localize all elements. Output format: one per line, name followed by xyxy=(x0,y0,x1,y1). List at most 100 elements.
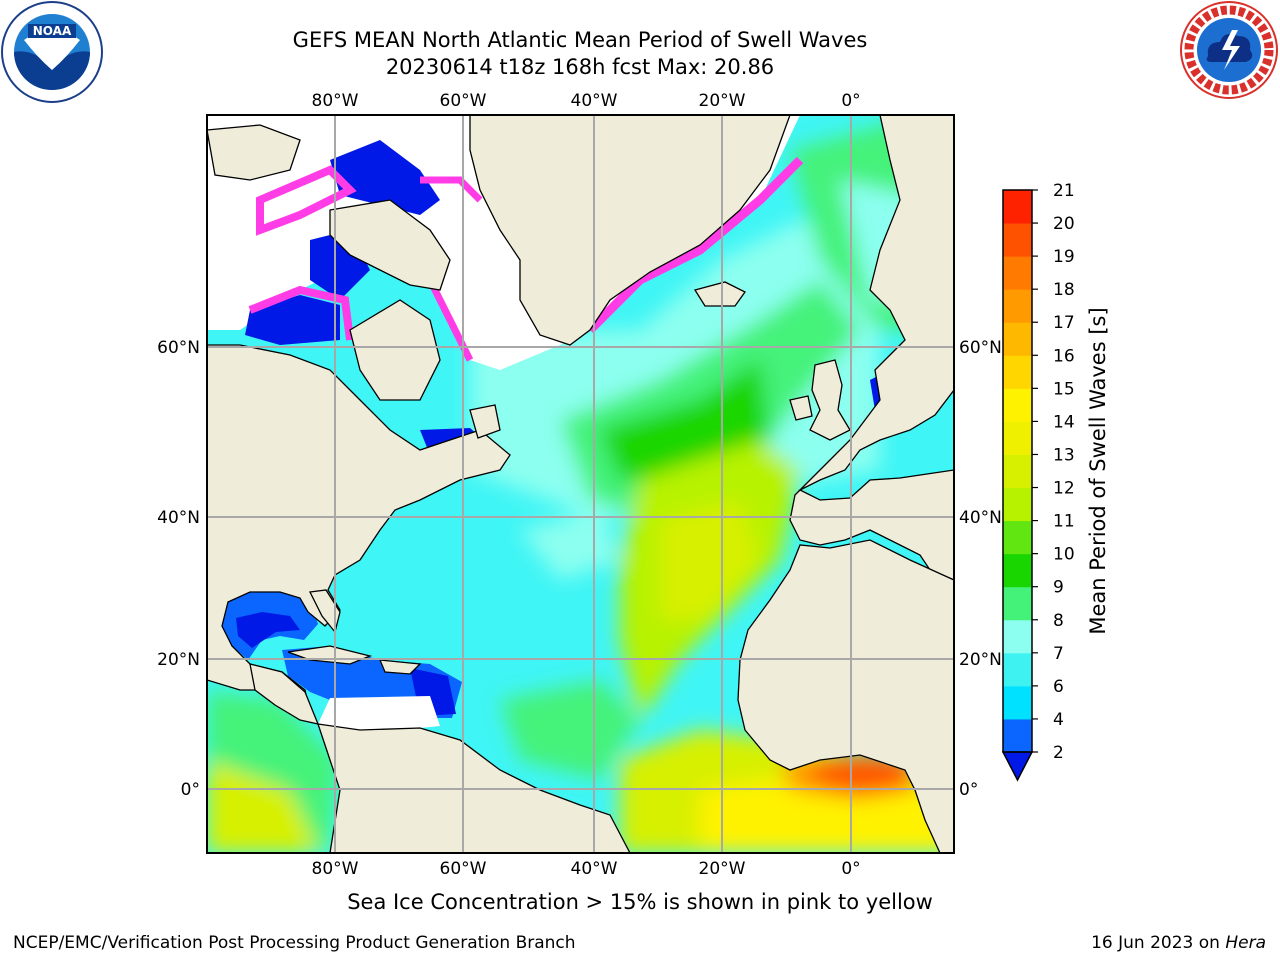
colorbar-segment xyxy=(1003,289,1032,323)
florida-land xyxy=(309,589,341,634)
newfoundland-land xyxy=(469,404,501,439)
footer-date-text: 16 Jun 2023 on xyxy=(1091,933,1220,953)
gridlines xyxy=(207,115,954,853)
top-lon-label: 0° xyxy=(841,91,860,111)
field-11s-ne xyxy=(600,360,770,480)
colorbar: 2 4 6 7 8 9 10 11 12 13 14 15 16 17 18 19 20 21 xyxy=(1001,181,1075,782)
right-lat-label: 20°N xyxy=(959,650,1002,670)
ireland-land xyxy=(789,395,813,421)
colorbar-tick-label: 8 xyxy=(1053,611,1064,631)
caribbean-white xyxy=(318,696,440,734)
footer-credit: NCEP/EMC/Verification Post Processing Pr… xyxy=(13,933,576,953)
colorbar-tick-label: 13 xyxy=(1053,445,1075,465)
chart-subtitle: 20230614 t18z 168h fcst Max: 20.86 xyxy=(385,55,775,79)
colorbar-tick-label: 20 xyxy=(1053,214,1075,234)
baffin-island-land xyxy=(329,199,451,291)
right-lat-label: 60°N xyxy=(959,338,1002,358)
svg-text:NOAA: NOAA xyxy=(33,24,72,38)
colorbar-segment xyxy=(1003,718,1032,753)
colorbar-tick-label: 12 xyxy=(1053,479,1075,499)
colorbar-segment xyxy=(1003,520,1032,555)
colorbar-tick-label: 11 xyxy=(1053,512,1075,532)
chart-title: GEFS MEAN North Atlantic Mean Period of … xyxy=(292,28,868,52)
footer-date: 16 Jun 2023 on Hera xyxy=(1091,933,1266,953)
noaa-logo-icon: NOAA xyxy=(1,1,103,103)
gulf-of-mexico-core xyxy=(236,612,300,648)
uk-land xyxy=(809,359,851,441)
top-lon-label: 80°W xyxy=(312,91,359,111)
colorbar-tick-label: 19 xyxy=(1053,247,1075,267)
field-9s-tropical xyxy=(500,680,640,780)
left-lat-label: 40°N xyxy=(157,508,200,528)
colorbar-tick-label: 15 xyxy=(1053,379,1075,399)
bottom-lon-label: 20°W xyxy=(699,859,746,879)
hispaniola-land xyxy=(378,659,422,675)
top-lon-label: 20°W xyxy=(699,91,746,111)
colorbar-tick-label: 14 xyxy=(1053,412,1075,432)
map-panel xyxy=(207,115,954,853)
colorbar-segment xyxy=(1003,553,1032,588)
sea-ice-note: Sea Ice Concentration > 15% is shown in … xyxy=(347,890,933,914)
colorbar-title: Mean Period of Swell Waves [s] xyxy=(1086,307,1110,634)
colorbar-under-arrow xyxy=(1001,751,1034,782)
africa-land xyxy=(737,539,954,853)
left-lat-label: 0° xyxy=(181,780,200,800)
colorbar-segment xyxy=(1003,586,1032,621)
colorbar-segment xyxy=(1003,619,1032,654)
colorbar-tick-label: 10 xyxy=(1053,545,1075,565)
field-13s-central xyxy=(660,500,760,620)
arctic-islands-land xyxy=(207,124,301,181)
right-lat-label: 40°N xyxy=(959,508,1002,528)
footer-machine: Hera xyxy=(1225,933,1266,953)
colorbar-segment xyxy=(1003,256,1032,290)
colorbar-segment xyxy=(1003,223,1032,257)
colorbar-tick-label: 17 xyxy=(1053,313,1075,333)
colorbar-segment xyxy=(1003,487,1032,522)
land-masses xyxy=(207,115,954,853)
colorbar-frame xyxy=(1002,189,1033,753)
field-14s-pacific xyxy=(207,760,320,853)
lon-labels-bottom: 80°W 60°W 40°W 20°W 0° xyxy=(312,859,861,879)
left-lat-label: 20°N xyxy=(157,650,200,670)
baffin-bay-blue xyxy=(330,140,440,215)
left-lat-label: 60°N xyxy=(157,338,200,358)
bottom-lon-label: 80°W xyxy=(312,859,359,879)
right-lat-label: 0° xyxy=(959,780,978,800)
hudson-bay-blue xyxy=(245,295,340,345)
colorbar-segment xyxy=(1003,388,1032,422)
bottom-lon-label: 60°W xyxy=(440,859,487,879)
labrador-land xyxy=(349,299,441,401)
bottom-lon-label: 0° xyxy=(841,859,860,879)
top-lon-label: 40°W xyxy=(571,91,618,111)
colorbar-tick-label: 7 xyxy=(1053,644,1064,664)
colorbar-segment xyxy=(1003,355,1032,389)
map-frame xyxy=(206,114,955,854)
colorbar-tick-label: 9 xyxy=(1053,578,1064,598)
lon-labels-top: 80°W 60°W 40°W 20°W 0° xyxy=(312,91,861,111)
colorbar-tick-label: 4 xyxy=(1053,710,1064,730)
ice-edge-pink-greenland xyxy=(586,156,804,334)
colorbar-segment xyxy=(1003,652,1032,687)
iceland-land xyxy=(693,281,746,307)
colorbar-segment xyxy=(1003,190,1032,224)
colorbar-segment xyxy=(1003,454,1032,489)
colorbar-segment xyxy=(1003,322,1032,356)
ice-edge-pink-2 xyxy=(248,285,354,341)
bottom-lon-label: 40°W xyxy=(571,859,618,879)
colorbar-segment xyxy=(1003,685,1032,720)
field-20s-guinea xyxy=(810,758,912,792)
colorbar-segment xyxy=(1003,421,1032,455)
colorbar-tick-label: 16 xyxy=(1053,346,1075,366)
ice-edge-pink-4 xyxy=(420,176,483,203)
central-america-land xyxy=(249,663,320,725)
colorbar-tick-label: 18 xyxy=(1053,280,1075,300)
top-lon-label: 60°W xyxy=(440,91,487,111)
ice-edge-pink-1 xyxy=(256,165,357,236)
greenland-land xyxy=(469,115,791,346)
colorbar-tick-label: 21 xyxy=(1053,181,1075,201)
lat-labels-right: 60°N 40°N 20°N 0° xyxy=(959,338,1002,800)
nws-logo-icon xyxy=(1180,1,1278,99)
lat-labels-left: 60°N 40°N 20°N 0° xyxy=(157,338,200,800)
colorbar-tick-label: 6 xyxy=(1053,677,1064,697)
